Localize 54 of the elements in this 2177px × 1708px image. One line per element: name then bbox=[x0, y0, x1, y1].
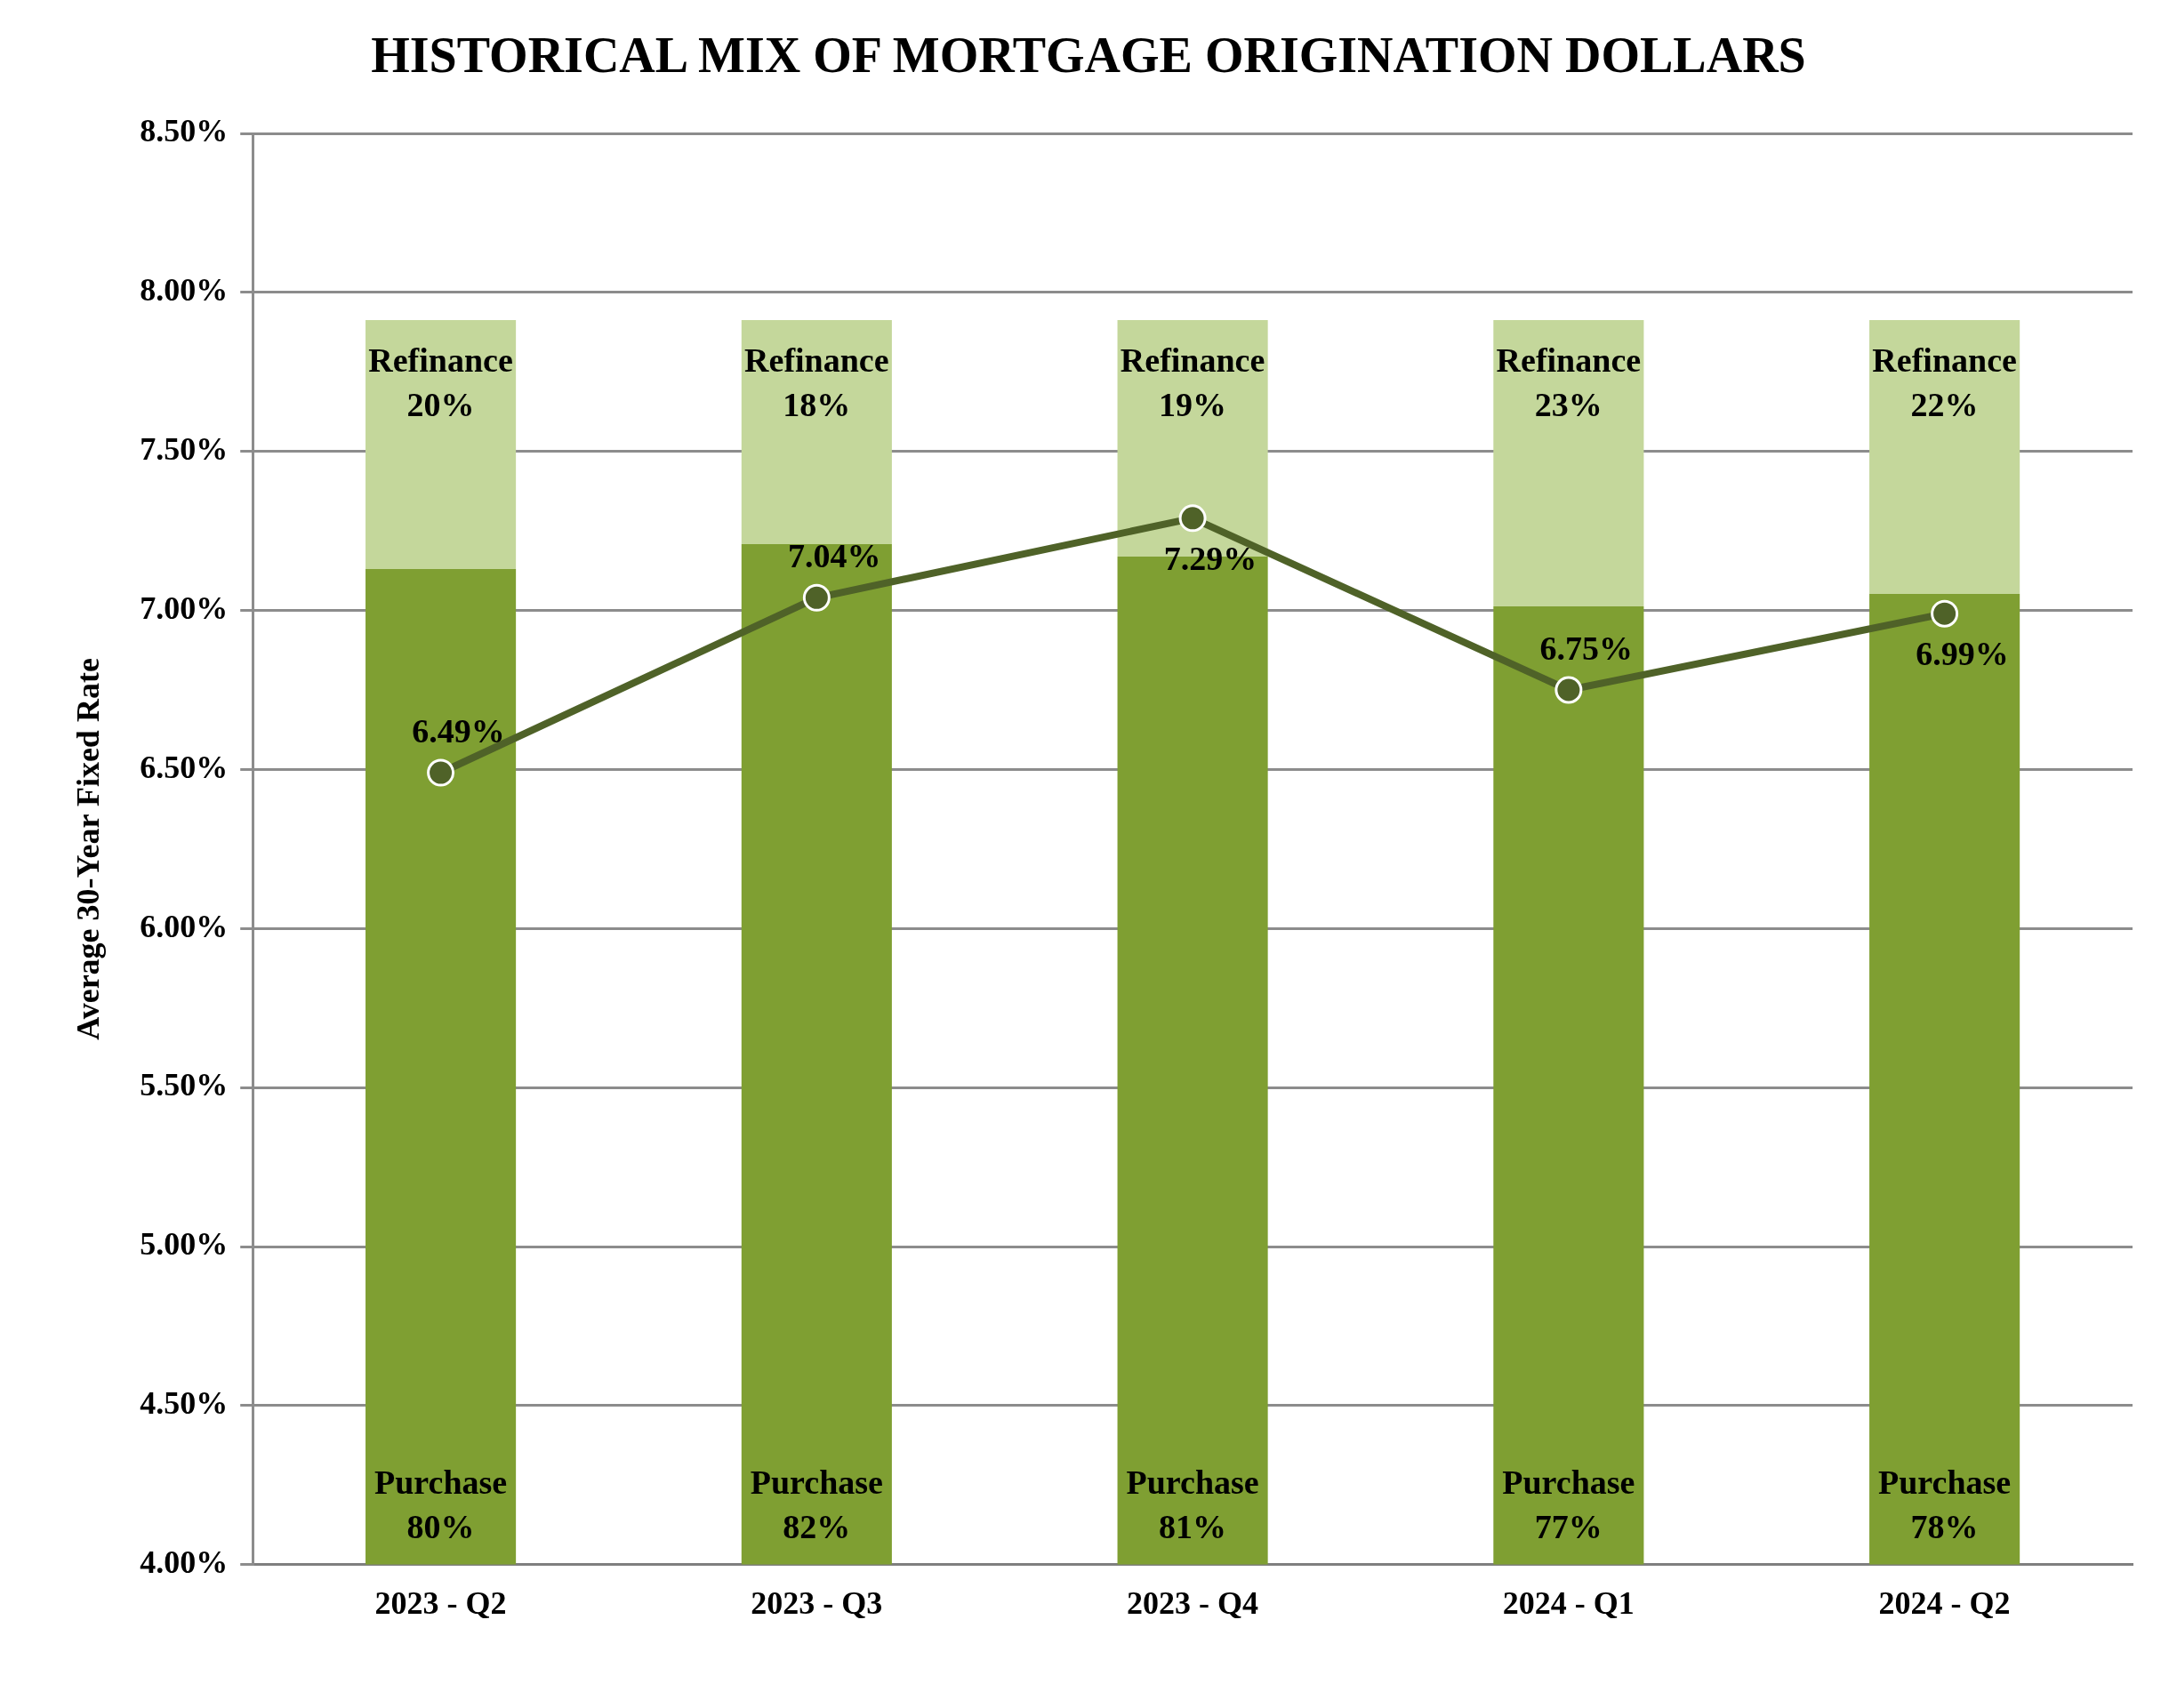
y-tick-label: 6.00% bbox=[140, 908, 229, 944]
bar bbox=[366, 568, 517, 1565]
y-tick-label: 7.50% bbox=[140, 431, 229, 468]
x-tick-label: 2023 - Q4 bbox=[1127, 1584, 1259, 1621]
bar bbox=[741, 543, 892, 1565]
text: Refinance bbox=[1496, 341, 1642, 379]
bar bbox=[1869, 319, 2020, 594]
point bbox=[1554, 676, 1583, 704]
y-tick-label: 6.50% bbox=[140, 749, 229, 785]
x-tick-label: 2024 - Q1 bbox=[1502, 1584, 1635, 1621]
data-label: 6.49% bbox=[412, 712, 505, 750]
data-label: 18% bbox=[783, 385, 851, 423]
data-label: 82% bbox=[783, 1507, 851, 1545]
x-tick-label: 2023 - Q2 bbox=[374, 1584, 507, 1621]
point bbox=[802, 583, 831, 612]
text: Purchase bbox=[1126, 1463, 1259, 1501]
y-tick-label: 8.00% bbox=[140, 272, 229, 309]
data-label: 20% bbox=[406, 385, 475, 423]
bar bbox=[1493, 319, 1644, 606]
text: Purchase bbox=[1878, 1463, 2012, 1501]
data-label: 81% bbox=[1159, 1507, 1227, 1545]
data-label: 7.04% bbox=[788, 537, 881, 575]
y-tick-label: 5.00% bbox=[140, 1226, 229, 1263]
y-tick-label: 7.00% bbox=[140, 589, 229, 626]
text: Refinance bbox=[368, 341, 513, 379]
data-label: 19% bbox=[1159, 385, 1227, 423]
series-label: Refinance bbox=[1872, 341, 2017, 379]
data-label: 6.99% bbox=[1916, 635, 2009, 673]
x-tick-label: 2024 - Q2 bbox=[1878, 1584, 2011, 1621]
point bbox=[427, 758, 455, 787]
y-tick-label: 5.50% bbox=[140, 1067, 229, 1103]
point bbox=[1931, 599, 1959, 628]
y-tick-label: 4.50% bbox=[140, 1385, 229, 1422]
x-tick-label: 2023 - Q3 bbox=[751, 1584, 883, 1621]
bar bbox=[1869, 593, 2020, 1565]
text: Purchase bbox=[1502, 1463, 1635, 1501]
data-label: 23% bbox=[1534, 385, 1603, 423]
point bbox=[1178, 504, 1207, 533]
bar bbox=[741, 319, 892, 544]
data-label: 77% bbox=[1534, 1507, 1603, 1545]
y-tick-label: 8.50% bbox=[140, 113, 229, 149]
bar bbox=[1493, 605, 1644, 1565]
data-label: 6.75% bbox=[1539, 629, 1634, 668]
chart-title: HISTORICAL MIX OF MORTGAGE ORIGINATION DOLLARS bbox=[370, 27, 1807, 84]
bar bbox=[366, 319, 517, 569]
y-tick-label: 4.00% bbox=[140, 1544, 229, 1581]
data-label: 78% bbox=[1910, 1507, 1979, 1545]
series-label: Purchase bbox=[374, 1463, 508, 1501]
text: Refinance bbox=[1120, 341, 1265, 379]
data-label: 22% bbox=[1910, 385, 1979, 423]
y-axis-title: Average 30-Year Fixed Rate bbox=[69, 658, 106, 1040]
data-label: 80% bbox=[406, 1507, 475, 1545]
text: Refinance bbox=[744, 341, 889, 379]
text: Purchase bbox=[750, 1463, 883, 1501]
